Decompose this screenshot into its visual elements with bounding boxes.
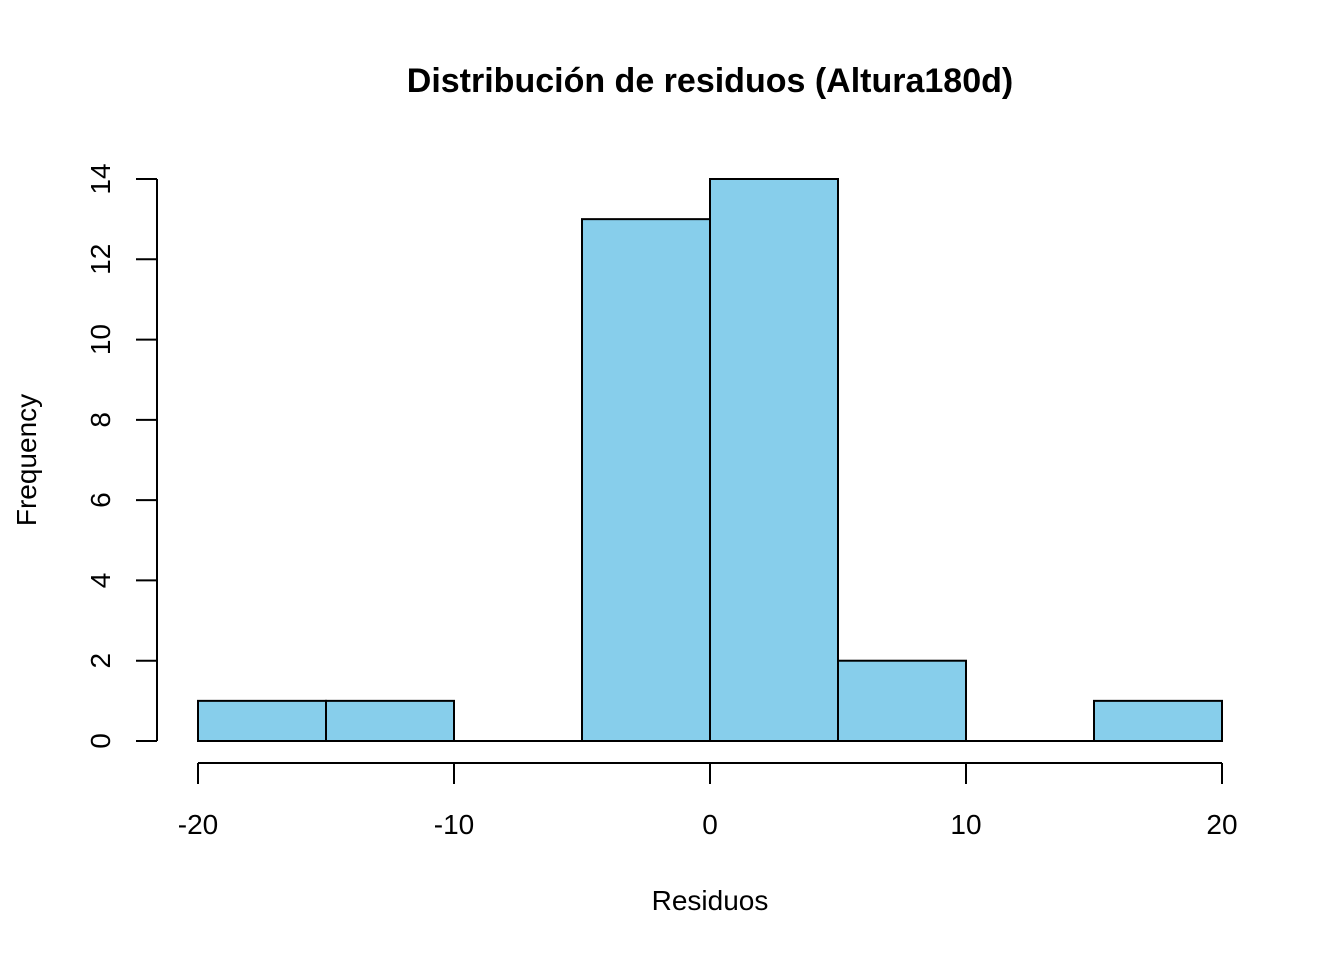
chart-title: Distribución de residuos (Altura180d) — [407, 62, 1013, 100]
x-tick-label: 0 — [702, 809, 718, 840]
y-tick-label: 8 — [85, 412, 116, 428]
histogram-bar — [325, 699, 455, 742]
x-axis: -20 -10 0 10 20 — [178, 762, 1238, 840]
y-tick-label: 0 — [85, 733, 116, 749]
histogram-bar — [837, 659, 967, 743]
y-axis: 0 2 4 6 8 10 12 14 — [85, 163, 158, 749]
x-tick-label: 20 — [1206, 809, 1237, 840]
y-tick-label: 10 — [85, 324, 116, 355]
x-tick-label: -20 — [178, 809, 218, 840]
histogram-bar — [1093, 699, 1223, 742]
y-tick-label: 4 — [85, 573, 116, 589]
x-axis-label: Residuos — [652, 885, 769, 916]
y-axis-label: Frequency — [11, 394, 42, 526]
y-tick-label: 6 — [85, 492, 116, 508]
histogram-bar — [581, 218, 711, 742]
bars-group — [197, 178, 1223, 743]
histogram-bar — [197, 699, 327, 742]
x-tick-label: 10 — [950, 809, 981, 840]
y-tick-label: 14 — [85, 163, 116, 194]
x-tick-label: -10 — [434, 809, 474, 840]
y-tick-label: 12 — [85, 244, 116, 275]
y-tick-label: 2 — [85, 653, 116, 669]
histogram-bar — [709, 178, 839, 742]
